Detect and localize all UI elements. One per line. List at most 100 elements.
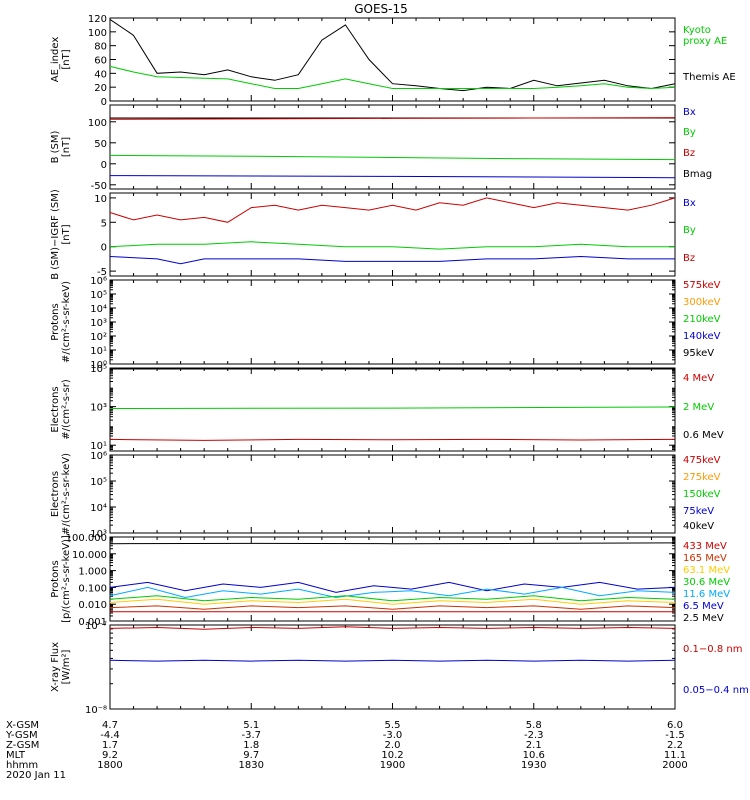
- legend-ae-1: Themis AE: [682, 72, 736, 83]
- y-tick-label: 10³: [90, 403, 107, 414]
- series-4-mev: [109, 438, 676, 441]
- legend-line: proxy AE: [683, 36, 727, 47]
- y-axis-label: Electrons#/(cm²-s-sr): [50, 379, 72, 440]
- axis-row-value: 1800: [97, 760, 122, 771]
- legend-electrons_kev-4: 40keV: [683, 521, 714, 532]
- legend-protons_mev-5: 6.5 MeV: [683, 601, 724, 612]
- chart-title: GOES-15: [354, 2, 408, 16]
- date-label: 2020 Jan 11: [6, 770, 66, 781]
- y-axis-label: B (SM)−IGRF (SM)[nT]: [50, 189, 72, 280]
- axis-row-value: 9.2: [102, 750, 118, 761]
- y-axis-label-line: Electrons: [50, 386, 61, 432]
- legend-bsm-3: Bmag: [683, 169, 712, 180]
- y-tick-label: 5: [101, 218, 107, 229]
- legend-bsm-0: Bx: [683, 107, 696, 118]
- axis-row-value: -3.0: [383, 730, 403, 741]
- panel-frame: [109, 454, 676, 534]
- axis-row-label: hhmm: [6, 760, 38, 771]
- legend-protons_mev-3: 30.6 MeV: [683, 577, 730, 588]
- panel-bsm: -50 0 50 100 B (SM)[nT] Bx By Bz Bmag: [50, 104, 712, 192]
- axis-row-value: 5.8: [526, 720, 542, 731]
- series-bx: [109, 175, 676, 179]
- legend-bsm-2: Bz: [683, 148, 695, 159]
- y-tick-label: 20: [94, 83, 107, 94]
- y-tick-label: 10⁴: [90, 503, 107, 514]
- legend-electrons_kev-0: 475keV: [683, 455, 721, 466]
- panel-electrons_kev: 10³ 10⁴ 10⁵ 10⁶ Electrons#/(cm²-s-sr-keV) 475…: [50, 451, 721, 540]
- y-tick-label: 10⁻⁷: [85, 621, 107, 632]
- y-tick-label: 100: [88, 118, 107, 129]
- y-axis-label-line: B (SM)−IGRF (SM): [50, 189, 61, 280]
- legend-line: Kyoto: [683, 25, 711, 36]
- series-kyoto-proxy-ae: [109, 65, 676, 90]
- y-tick-label: 10⁵: [90, 290, 107, 301]
- legend-bigrf-2: Bz: [683, 253, 695, 264]
- y-axis-label-line: Protons: [50, 303, 61, 340]
- axis-row-value: 1.7: [102, 740, 118, 751]
- y-tick-label: 10²: [90, 332, 107, 343]
- panel-protons_mev: 0.0010.0100.1001.00010.000100.000Protons…: [50, 533, 730, 628]
- series-30-6-mev: [109, 595, 676, 602]
- y-tick-label: 10.000: [72, 550, 107, 561]
- series-0-1-0-8-nm: [109, 626, 676, 630]
- y-axis-label-line: [nT]: [61, 137, 72, 157]
- y-tick-label: 100: [88, 28, 107, 39]
- legend-protons_low-4: 95keV: [683, 348, 714, 359]
- y-axis-label: X-ray Flux[W/m²]: [50, 642, 72, 692]
- panel-electrons_mev: 10¹ 10³ 10⁵ Electrons#/(cm²-s-sr) 4 MeV 2 MeV…: [50, 364, 724, 452]
- y-axis-label-line: X-ray Flux: [50, 642, 61, 692]
- y-tick-label: 0.001: [78, 617, 107, 628]
- axis-row-value: 10.2: [381, 750, 403, 761]
- y-tick-label: 50: [94, 139, 107, 150]
- y-tick-label: 60: [94, 56, 107, 67]
- legend-bigrf-0: Bx: [683, 198, 696, 209]
- y-tick-label: 0: [101, 97, 107, 108]
- series-165-mev: [109, 605, 676, 610]
- y-tick-label: 0: [101, 160, 107, 171]
- series-63-1-mev: [109, 598, 676, 605]
- legend-protons_mev-6: 2.5 MeV: [683, 613, 724, 624]
- y-axis-label-line: B (SM): [50, 130, 61, 163]
- y-tick-label: 10⁵: [90, 364, 107, 375]
- axis-row-value: 2.1: [526, 740, 542, 751]
- y-axis-label-line: Electrons: [50, 471, 61, 517]
- y-axis-label-line: AE_index: [50, 37, 61, 83]
- series-by: [109, 154, 676, 161]
- y-axis-label: Protons[p/(cm²-s-sr-keV)]: [50, 535, 72, 623]
- legend-bigrf-1: By: [683, 225, 696, 236]
- legend-protons_mev-2: 63.1 MeV: [683, 565, 730, 576]
- panel-frame: [109, 624, 676, 710]
- y-tick-label: 120: [88, 14, 107, 25]
- axis-row-value: 2.0: [385, 740, 401, 751]
- axis-row-value: 2000: [662, 760, 687, 771]
- y-tick-label: 10³: [90, 529, 107, 540]
- legend-protons_low-0: 575keV: [683, 280, 721, 291]
- y-tick-label: 0.010: [78, 600, 107, 611]
- axis-row-value: -3.7: [241, 730, 261, 741]
- axis-row-value: 4.7: [102, 720, 118, 731]
- y-tick-label: 10⁵: [90, 477, 107, 488]
- panel-frame: [109, 279, 676, 365]
- legend-electrons_mev-1: 2 MeV: [683, 402, 714, 413]
- series-bz: [109, 117, 676, 120]
- axis-row-label: MLT: [6, 750, 26, 761]
- axis-row-value: -1.5: [665, 730, 685, 741]
- legend-protons_low-1: 300keV: [683, 297, 721, 308]
- axis-row-label: X-GSM: [6, 720, 39, 731]
- legend-electrons_mev-2: 0.6 MeV: [683, 430, 724, 441]
- y-axis-label-line: #/(cm²-s-sr-keV): [61, 281, 72, 363]
- series-2-mev: [109, 406, 676, 409]
- legend-protons_mev-1: 165 MeV: [683, 553, 727, 564]
- y-tick-label: 0: [101, 243, 107, 254]
- legend-xray-0: 0.1−0.8 nm: [683, 644, 742, 655]
- panel-xray: 10⁻⁸ 10⁻⁷ X-ray Flux[W/m²] 0.1−0.8 nm 0.05−0…: [50, 621, 749, 716]
- y-tick-label: -5: [97, 267, 107, 278]
- y-tick-label: 10⁶: [90, 276, 107, 287]
- axis-row-value: 10.6: [523, 750, 545, 761]
- legend-xray-1: 0.05−0.4 nm: [683, 685, 749, 696]
- y-tick-label: 10: [94, 194, 107, 205]
- y-tick-label: 10⁶: [90, 451, 107, 462]
- series-themis-ae: [109, 18, 676, 92]
- legend-electrons_mev-0: 4 MeV: [683, 373, 714, 384]
